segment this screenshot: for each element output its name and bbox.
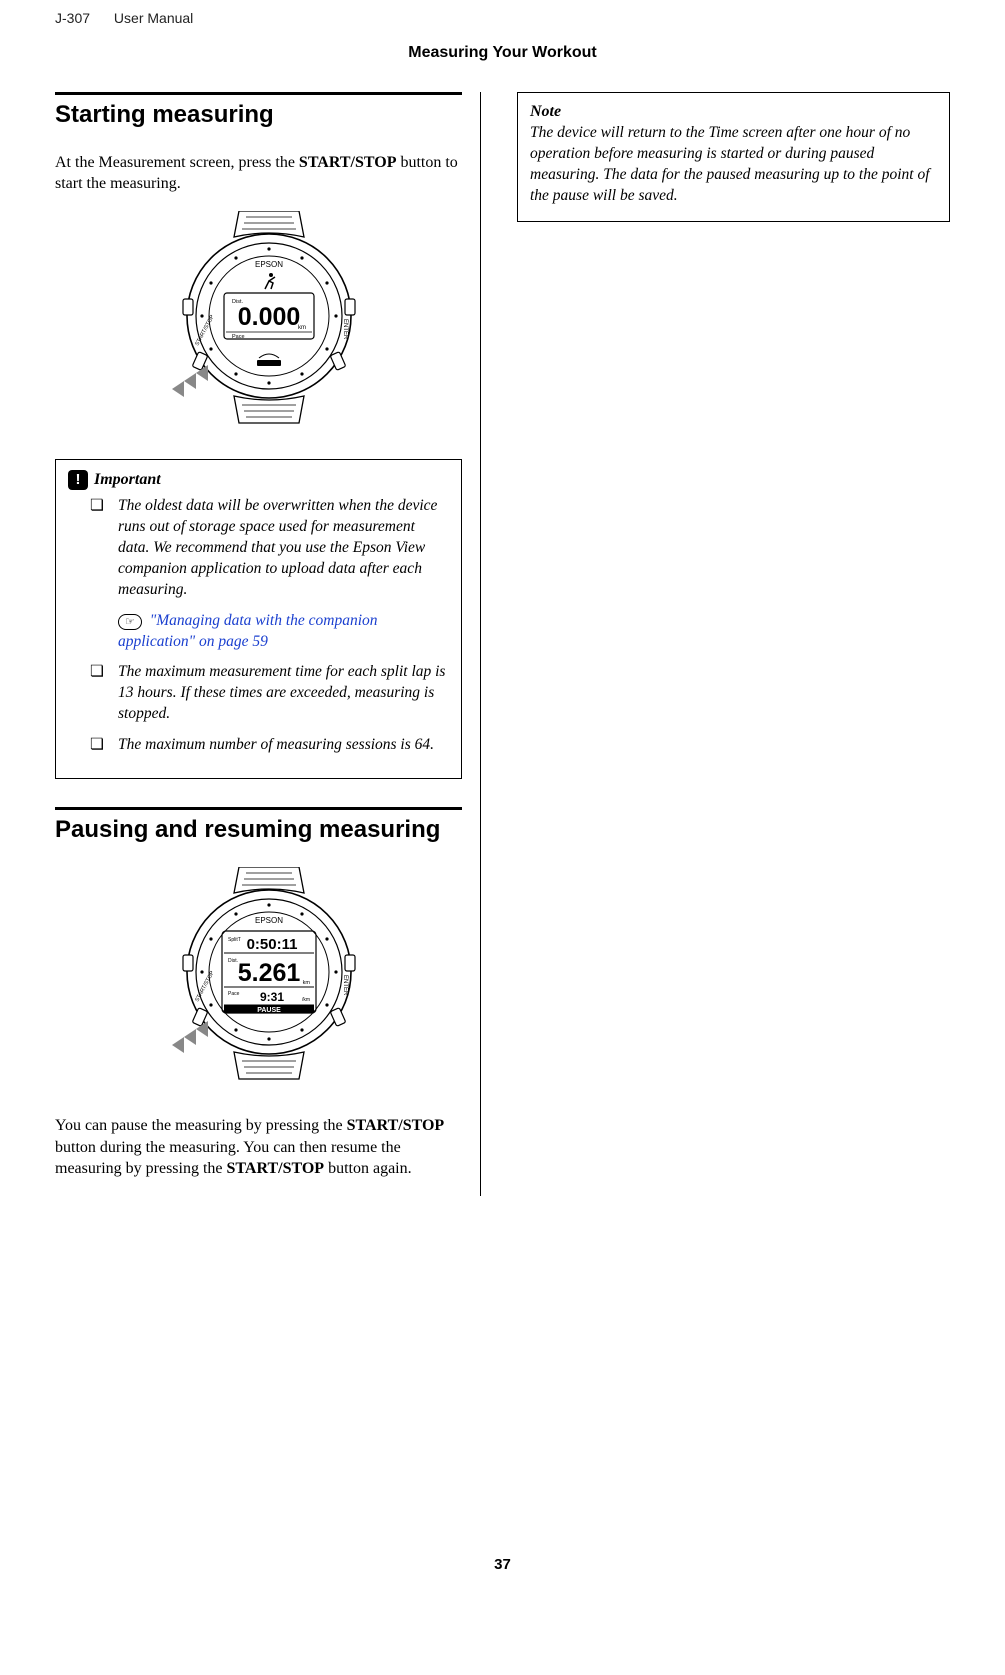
text-part: button again. bbox=[324, 1160, 412, 1177]
watch-figure-1: EPSON Dist. 0.000 km Pace bbox=[55, 211, 462, 431]
doc-type: User Manual bbox=[114, 10, 193, 26]
text-part: You can pause the measuring by pressing … bbox=[55, 1117, 347, 1134]
exclamation-icon: ! bbox=[68, 470, 88, 490]
link-line: ☞ "Managing data with the companion appl… bbox=[118, 611, 449, 653]
important-item-text: The maximum measurement time for each sp… bbox=[118, 663, 445, 722]
svg-text:5.261: 5.261 bbox=[237, 959, 300, 987]
svg-text:Dist.: Dist. bbox=[228, 958, 238, 964]
text-strong: START/STOP bbox=[299, 154, 397, 171]
svg-text:SplitT: SplitT bbox=[228, 937, 241, 943]
svg-text:Pace: Pace bbox=[228, 991, 240, 997]
section-pausing-title: Pausing and resuming measuring bbox=[55, 807, 462, 845]
svg-text:/km: /km bbox=[301, 997, 309, 1003]
text-strong: START/STOP bbox=[227, 1160, 325, 1177]
svg-text:ENTER: ENTER bbox=[342, 319, 348, 340]
important-list: The oldest data will be overwritten when… bbox=[68, 496, 449, 756]
important-item-text: The oldest data will be overwritten when… bbox=[118, 497, 437, 598]
svg-text:km: km bbox=[302, 980, 310, 986]
svg-text:EPSON: EPSON bbox=[254, 916, 282, 925]
note-label: Note bbox=[530, 103, 937, 121]
right-column: Note The device will return to the Time … bbox=[517, 92, 950, 1196]
model-code: J-307 bbox=[55, 10, 90, 26]
svg-text:EPSON: EPSON bbox=[254, 260, 282, 269]
important-item: The maximum measurement time for each sp… bbox=[90, 662, 449, 725]
important-header: ! Important bbox=[68, 470, 449, 490]
watch-illustration-1-icon: EPSON Dist. 0.000 km Pace bbox=[144, 211, 374, 426]
svg-text:ENTER: ENTER bbox=[342, 975, 348, 996]
section2-body: You can pause the measuring by pressing … bbox=[55, 1115, 462, 1180]
watch-illustration-2-icon: EPSON SplitT 0:50:11 Dist. 5.261 km Pace… bbox=[144, 867, 374, 1082]
svg-text:0.000: 0.000 bbox=[237, 303, 300, 331]
important-item: The oldest data will be overwritten when… bbox=[90, 496, 449, 652]
watch-figure-2: EPSON SplitT 0:50:11 Dist. 5.261 km Pace… bbox=[55, 867, 462, 1087]
section-starting-title: Starting measuring bbox=[55, 92, 462, 130]
left-column: Starting measuring At the Measurement sc… bbox=[55, 92, 481, 1196]
page-subtitle: Measuring Your Workout bbox=[55, 44, 950, 62]
svg-text:0:50:11: 0:50:11 bbox=[246, 936, 297, 953]
note-text: The device will return to the Time scree… bbox=[530, 123, 937, 207]
cross-ref-link[interactable]: "Managing data with the companion applic… bbox=[118, 612, 378, 650]
svg-text:Pace: Pace bbox=[232, 334, 245, 340]
text-part: At the Measurement screen, press the bbox=[55, 154, 299, 171]
svg-text:km: km bbox=[298, 325, 306, 331]
important-item: The maximum number of measuring sessions… bbox=[90, 735, 449, 756]
note-callout: Note The device will return to the Time … bbox=[517, 92, 950, 222]
content-columns: Starting measuring At the Measurement sc… bbox=[55, 92, 950, 1196]
important-label: Important bbox=[94, 471, 161, 489]
important-callout: ! Important The oldest data will be over… bbox=[55, 459, 462, 779]
important-item-text: The maximum number of measuring sessions… bbox=[118, 736, 434, 753]
svg-text:PAUSE: PAUSE bbox=[257, 1007, 281, 1014]
page-header: J-307 User Manual bbox=[55, 10, 950, 26]
pointer-hand-icon: ☞ bbox=[118, 614, 142, 631]
text-strong: START/STOP bbox=[347, 1117, 445, 1134]
page-number: 37 bbox=[55, 1556, 950, 1573]
svg-text:9:31: 9:31 bbox=[259, 990, 283, 1004]
section1-body: At the Measurement screen, press the STA… bbox=[55, 152, 462, 195]
